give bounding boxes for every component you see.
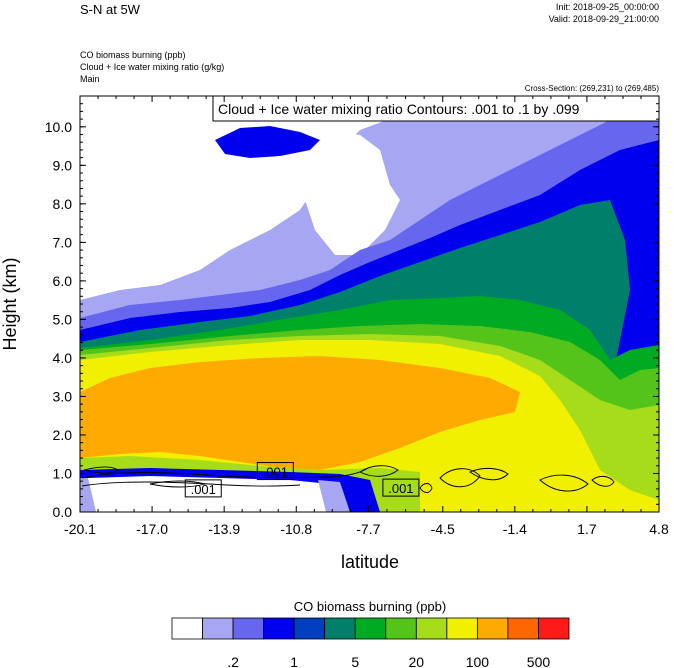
x-tick-label: -17.0 [136,521,168,537]
init-time: Init: 2018-09-25_00:00:00 [556,2,659,12]
colorbar-swatch [538,617,570,640]
y-tick-label: 3.0 [53,388,73,404]
colorbar-swatch [293,617,326,640]
colorbar-swatch [354,617,387,640]
x-axis: -20.1 -17.0 -13.9 -10.8 -7.7 -4.5 -1.4 1.7 4.8 [64,96,669,537]
colorbar [171,617,570,640]
colorbar-swatch [476,617,509,640]
contour-label-box [256,462,294,481]
contour-label: .001 [388,481,413,496]
y-axis-label: Height (km) [0,257,20,350]
contour-labels: .001 .001 .001 [184,462,420,498]
y-tick-label: 10.0 [45,119,72,135]
colorbar-swatch [263,617,295,640]
x-tick-label: -10.8 [280,521,312,537]
field-label-co: CO biomass burning (ppb) [80,50,186,60]
colorbar-tick-label: 500 [527,654,551,668]
x-axis-label: latitude [341,552,399,572]
plot-area: .001 .001 .001 [80,96,659,512]
x-tick-label: -20.1 [64,521,96,537]
x-tick-label: 4.8 [649,521,669,537]
field-level-orange [80,356,520,470]
valid-time: Valid: 2018-09-29_21:00:00 [549,14,659,24]
figure-title: S-N at 5W [80,2,141,17]
field-lower-light-blue-band [80,478,350,512]
field-white-hole-upper [300,130,400,255]
y-tick-label: 2.0 [53,427,73,443]
x-tick-label: -7.7 [356,521,380,537]
y-tick-label: 7.0 [53,234,73,250]
field-surface-yellow-right [420,458,659,512]
colorbar-tick-label: 20 [409,654,425,668]
colorbar-swatch [446,617,478,640]
y-tick-label: 9.0 [53,157,73,173]
colorbar-tick-label: 5 [351,654,359,668]
x-tick-label: -1.4 [503,521,527,537]
colorbar-tick-label: 1 [290,654,298,668]
cross-section-label: Cross-Section: (269,231) to (269,485) [525,84,660,93]
y-tick-label: 1.0 [53,465,73,481]
y-tick-label: 5.0 [53,311,73,327]
contour-title: Cloud + Ice water mixing ratio Contours:… [218,101,580,117]
field-white-hole-corner [80,96,300,290]
x-tick-label: 1.7 [577,521,597,537]
colorbar-tick-label: .2 [227,654,239,668]
x-tick-label: -4.5 [431,521,455,537]
field-lower-white-band [88,476,340,512]
y-axis: 0.0 1.0 2.0 3.0 4.0 5.0 6.0 7.0 8.0 9.0 10.0 [45,95,659,520]
contour-label: .001 [191,482,216,497]
x-tick-label: -13.9 [208,521,240,537]
colorbar-title: CO biomass burning (ppb) [294,599,446,614]
cloud-contours [81,465,615,493]
colorbar-swatch [385,617,417,640]
colorbar-swatch [232,617,265,640]
y-tick-label: 0.0 [53,504,73,520]
colorbar-swatch [324,617,356,640]
colorbar-tick-label: 100 [466,654,490,668]
colorbar-swatch [507,617,539,640]
contour-label: .001 [263,465,288,480]
colorbar-ticks: .2 1 5 20 100 500 [227,654,550,668]
field-upper-blue-blob [215,126,320,158]
colorbar-swatch [171,617,203,640]
y-tick-label: 6.0 [53,273,73,289]
y-tick-label: 4.0 [53,350,73,366]
field-label-main: Main [80,74,100,84]
colorbar-swatch [415,617,448,640]
y-tick-label: 8.0 [53,196,73,212]
colorbar-swatch [202,617,234,640]
contour-title-box [212,95,660,122]
field-label-cloud: Cloud + Ice water mixing ratio (g/kg) [80,62,224,72]
contour-label-box [184,479,222,498]
contour-label-box [382,478,420,497]
